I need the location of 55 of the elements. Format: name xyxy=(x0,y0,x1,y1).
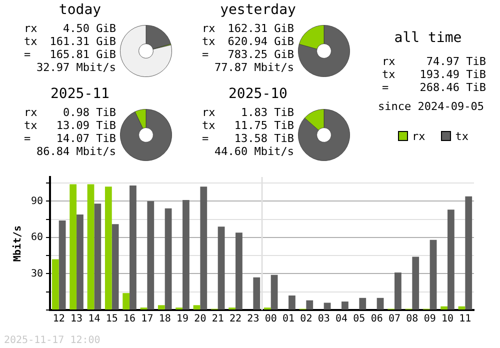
x-tick-label: 20 xyxy=(194,314,206,325)
x-tick-label: 22 xyxy=(230,314,242,325)
x-tick-label: 01 xyxy=(282,314,295,325)
x-tick-label: 18 xyxy=(158,314,171,325)
text: rx 0.98 TiB xyxy=(24,106,116,119)
text: = 13.58 TiB xyxy=(202,132,294,145)
text: since 2024-09-05 xyxy=(378,100,484,113)
x-tick-label: 09 xyxy=(424,314,436,325)
chart-title: 2025-10 xyxy=(227,86,288,102)
y-tick-label: 60 xyxy=(30,232,44,244)
text: 77.87 Mbit/s xyxy=(214,61,294,74)
text: = 165.81 GiB xyxy=(24,48,116,61)
text: rx 162.31 GiB xyxy=(202,22,294,35)
x-tick-label: 23 xyxy=(247,314,260,325)
y-tick-label: 90 xyxy=(30,196,44,207)
chart-title: 2025-11 xyxy=(49,86,110,102)
text: = 783.25 GiB xyxy=(202,48,294,61)
x-tick-label: 15 xyxy=(106,314,118,325)
text: tx 11.75 TiB xyxy=(202,119,294,132)
text: = 268.46 TiB xyxy=(382,81,486,94)
legend-label: rx xyxy=(411,130,426,143)
x-tick-label: 04 xyxy=(335,314,348,325)
text: 44.60 Mbit/s xyxy=(214,145,294,158)
x-tick-label: 02 xyxy=(300,314,312,325)
x-tick-label: 13 xyxy=(70,314,83,325)
x-tick-label: 00 xyxy=(264,314,277,325)
text: tx 13.09 TiB xyxy=(24,119,116,132)
text: tx 193.49 TiB xyxy=(382,68,486,81)
text: all time xyxy=(393,30,463,46)
x-tick-label: 07 xyxy=(388,314,401,325)
x-tick-label: 17 xyxy=(141,314,154,325)
text: tx 620.94 GiB xyxy=(202,35,294,48)
text: tx 161.31 GiB xyxy=(24,35,116,48)
x-tick-label: 08 xyxy=(406,314,418,325)
x-tick-label: 14 xyxy=(88,314,100,325)
legend-label: tx xyxy=(454,130,468,143)
x-tick-label: 19 xyxy=(176,314,189,325)
x-tick-label: 05 xyxy=(353,314,366,325)
text: 32.97 Mbit/s xyxy=(36,61,116,74)
x-tick-label: 03 xyxy=(318,314,330,325)
x-tick-label: 10 xyxy=(441,314,454,325)
x-tick-label: 16 xyxy=(124,314,136,325)
text: rx 4.50 GiB xyxy=(24,22,116,35)
x-tick-label: 11 xyxy=(459,314,472,325)
x-tick-label: 21 xyxy=(212,314,224,325)
chart-title: today xyxy=(58,2,102,18)
y-tick-label: 30 xyxy=(30,268,44,280)
text: rx 74.97 TiB xyxy=(382,55,486,68)
x-tick-label: 06 xyxy=(370,314,383,325)
x-tick-label: 12 xyxy=(52,314,65,325)
y-axis-title: Mbit/s xyxy=(12,225,24,262)
text: rx 1.83 TiB xyxy=(202,106,294,119)
text: 86.84 Mbit/s xyxy=(36,145,116,158)
chart-title: yesterday xyxy=(219,2,297,18)
text: = 14.07 TiB xyxy=(24,132,116,145)
